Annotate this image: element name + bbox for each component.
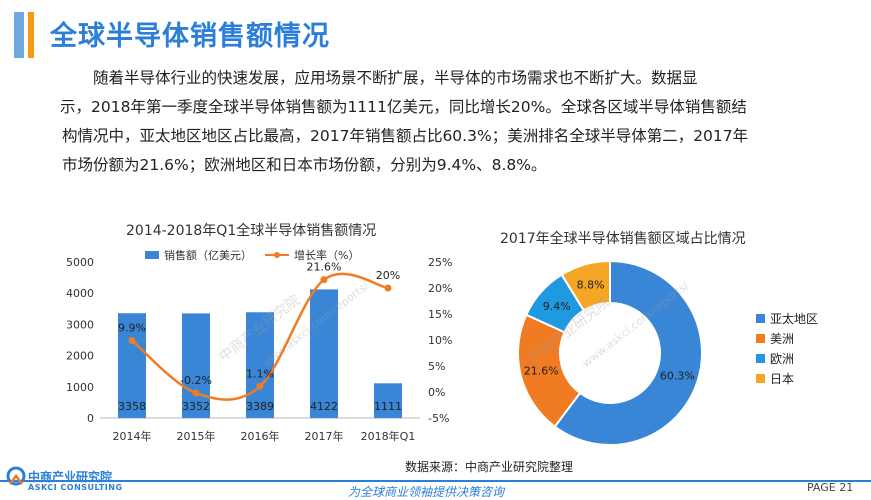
growth-rate-point xyxy=(384,284,392,292)
y-left-tick-label: 5000 xyxy=(66,256,94,269)
bar-value-label: 3358 xyxy=(118,400,146,413)
legend-swatch xyxy=(756,354,765,363)
bar-chart-title: 2014-2018年Q1全球半导体销售额情况 xyxy=(126,223,377,239)
legend-label-sales: 销售额（亿美元） xyxy=(164,248,252,262)
company-name: 中商产业研究院 xyxy=(28,470,113,484)
growth-rate-label: 1.1% xyxy=(246,367,274,380)
bar-line-chart: 销售额（亿美元） 增长率（%） 0 1000 2000 3000 4000 5000 -5% 0%… xyxy=(66,248,452,443)
donut-slice xyxy=(560,259,611,312)
data-source: 数据来源：中商产业研究院整理 xyxy=(405,460,574,474)
footer-divider xyxy=(0,480,871,482)
pie-chart-title: 2017年全球半导体销售额区域占比情况 xyxy=(500,231,746,247)
bar xyxy=(182,313,210,418)
growth-rate-label: 9.9% xyxy=(118,322,146,335)
bar-value-label: 3352 xyxy=(182,400,210,413)
x-tick-label: 2018年Q1 xyxy=(361,429,416,443)
bar xyxy=(246,312,274,418)
bar-value-label: 1111 xyxy=(374,400,402,413)
paragraph-line: 随着半导体行业的快速发展，应用场景不断扩展，半导体的市场需求也不断扩大。数据显 xyxy=(93,69,698,87)
page-number: PAGE 21 xyxy=(807,481,854,494)
legend-label: 亚太地区 xyxy=(770,311,818,326)
legend-label-growth: 增长率（%） xyxy=(294,248,359,262)
legend-swatch xyxy=(756,334,765,343)
paragraph-line: 市场份额为21.6%；欧洲地区和日本市场份额，分别为9.4%、8.8%。 xyxy=(62,156,547,174)
bar xyxy=(374,383,402,418)
donut-slice xyxy=(553,259,703,446)
company-name-en: ASKCI CONSULTING xyxy=(28,483,123,492)
growth-rate-point xyxy=(128,337,136,345)
x-tick-label: 2015年 xyxy=(177,429,216,443)
legend-swatch-growth-dot xyxy=(274,252,280,258)
legend-label: 美洲 xyxy=(770,332,794,346)
y-right-tick-label: 25% xyxy=(428,256,452,269)
y-right-tick-label: 5% xyxy=(428,360,445,373)
growth-rate-label: 21.6% xyxy=(307,261,342,274)
title-accent-bar xyxy=(14,12,24,58)
bar xyxy=(118,313,146,418)
x-tick-label: 2016年 xyxy=(241,429,280,443)
growth-rate-label: -0.2% xyxy=(180,374,212,387)
legend-label: 日本 xyxy=(770,372,794,386)
y-right-tick-label: 20% xyxy=(428,282,452,295)
y-left-tick-label: 1000 xyxy=(66,381,94,394)
growth-rate-label: 20% xyxy=(376,269,400,282)
y-right-tick-label: 10% xyxy=(428,334,452,347)
donut-slice-label: 60.3% xyxy=(660,369,695,382)
paragraph-line: 构情况中，亚太地区地区占比最高，2017年销售额占比60.3%；美洲排名全球半导… xyxy=(62,127,749,145)
x-tick-label: 2017年 xyxy=(305,429,344,443)
bar-value-label: 3389 xyxy=(246,400,274,413)
legend-label: 欧洲 xyxy=(770,352,794,366)
growth-rate-point xyxy=(192,389,200,397)
donut-slice-label: 8.8% xyxy=(577,279,605,292)
legend-swatch xyxy=(756,314,765,323)
y-left-tick-label: 2000 xyxy=(66,350,94,363)
bar-value-label: 4122 xyxy=(310,400,338,413)
title-accent-bar-orange xyxy=(28,12,34,58)
bar xyxy=(310,289,338,418)
growth-rate-point xyxy=(320,276,328,284)
company-logo-icon xyxy=(6,466,26,486)
growth-rate-point xyxy=(256,382,264,390)
intro-paragraph: 随着半导体行业的快速发展，应用场景不断扩展，半导体的市场需求也不断扩大。数据显 … xyxy=(60,64,822,180)
donut-slice-label: 21.6% xyxy=(524,365,559,378)
paragraph-line: 示，2018年第一季度全球半导体销售额为1111亿美元，同比增长20%。全球各区… xyxy=(60,98,747,116)
legend-swatch-sales xyxy=(145,251,159,259)
y-left-tick-label: 3000 xyxy=(66,318,94,331)
page-title: 全球半导体销售额情况 xyxy=(50,21,330,52)
y-right-tick-label: 15% xyxy=(428,308,452,321)
y-right-tick-label: -5% xyxy=(428,412,449,425)
donut-slice-label: 9.4% xyxy=(543,300,571,313)
y-right-tick-label: 0% xyxy=(428,386,445,399)
y-left-tick-label: 0 xyxy=(87,412,94,425)
x-tick-label: 2014年 xyxy=(113,429,152,443)
slogan: 为全球商业领袖提供决策咨询 xyxy=(348,485,505,499)
legend-swatch xyxy=(756,374,765,383)
y-left-tick-label: 4000 xyxy=(66,287,94,300)
